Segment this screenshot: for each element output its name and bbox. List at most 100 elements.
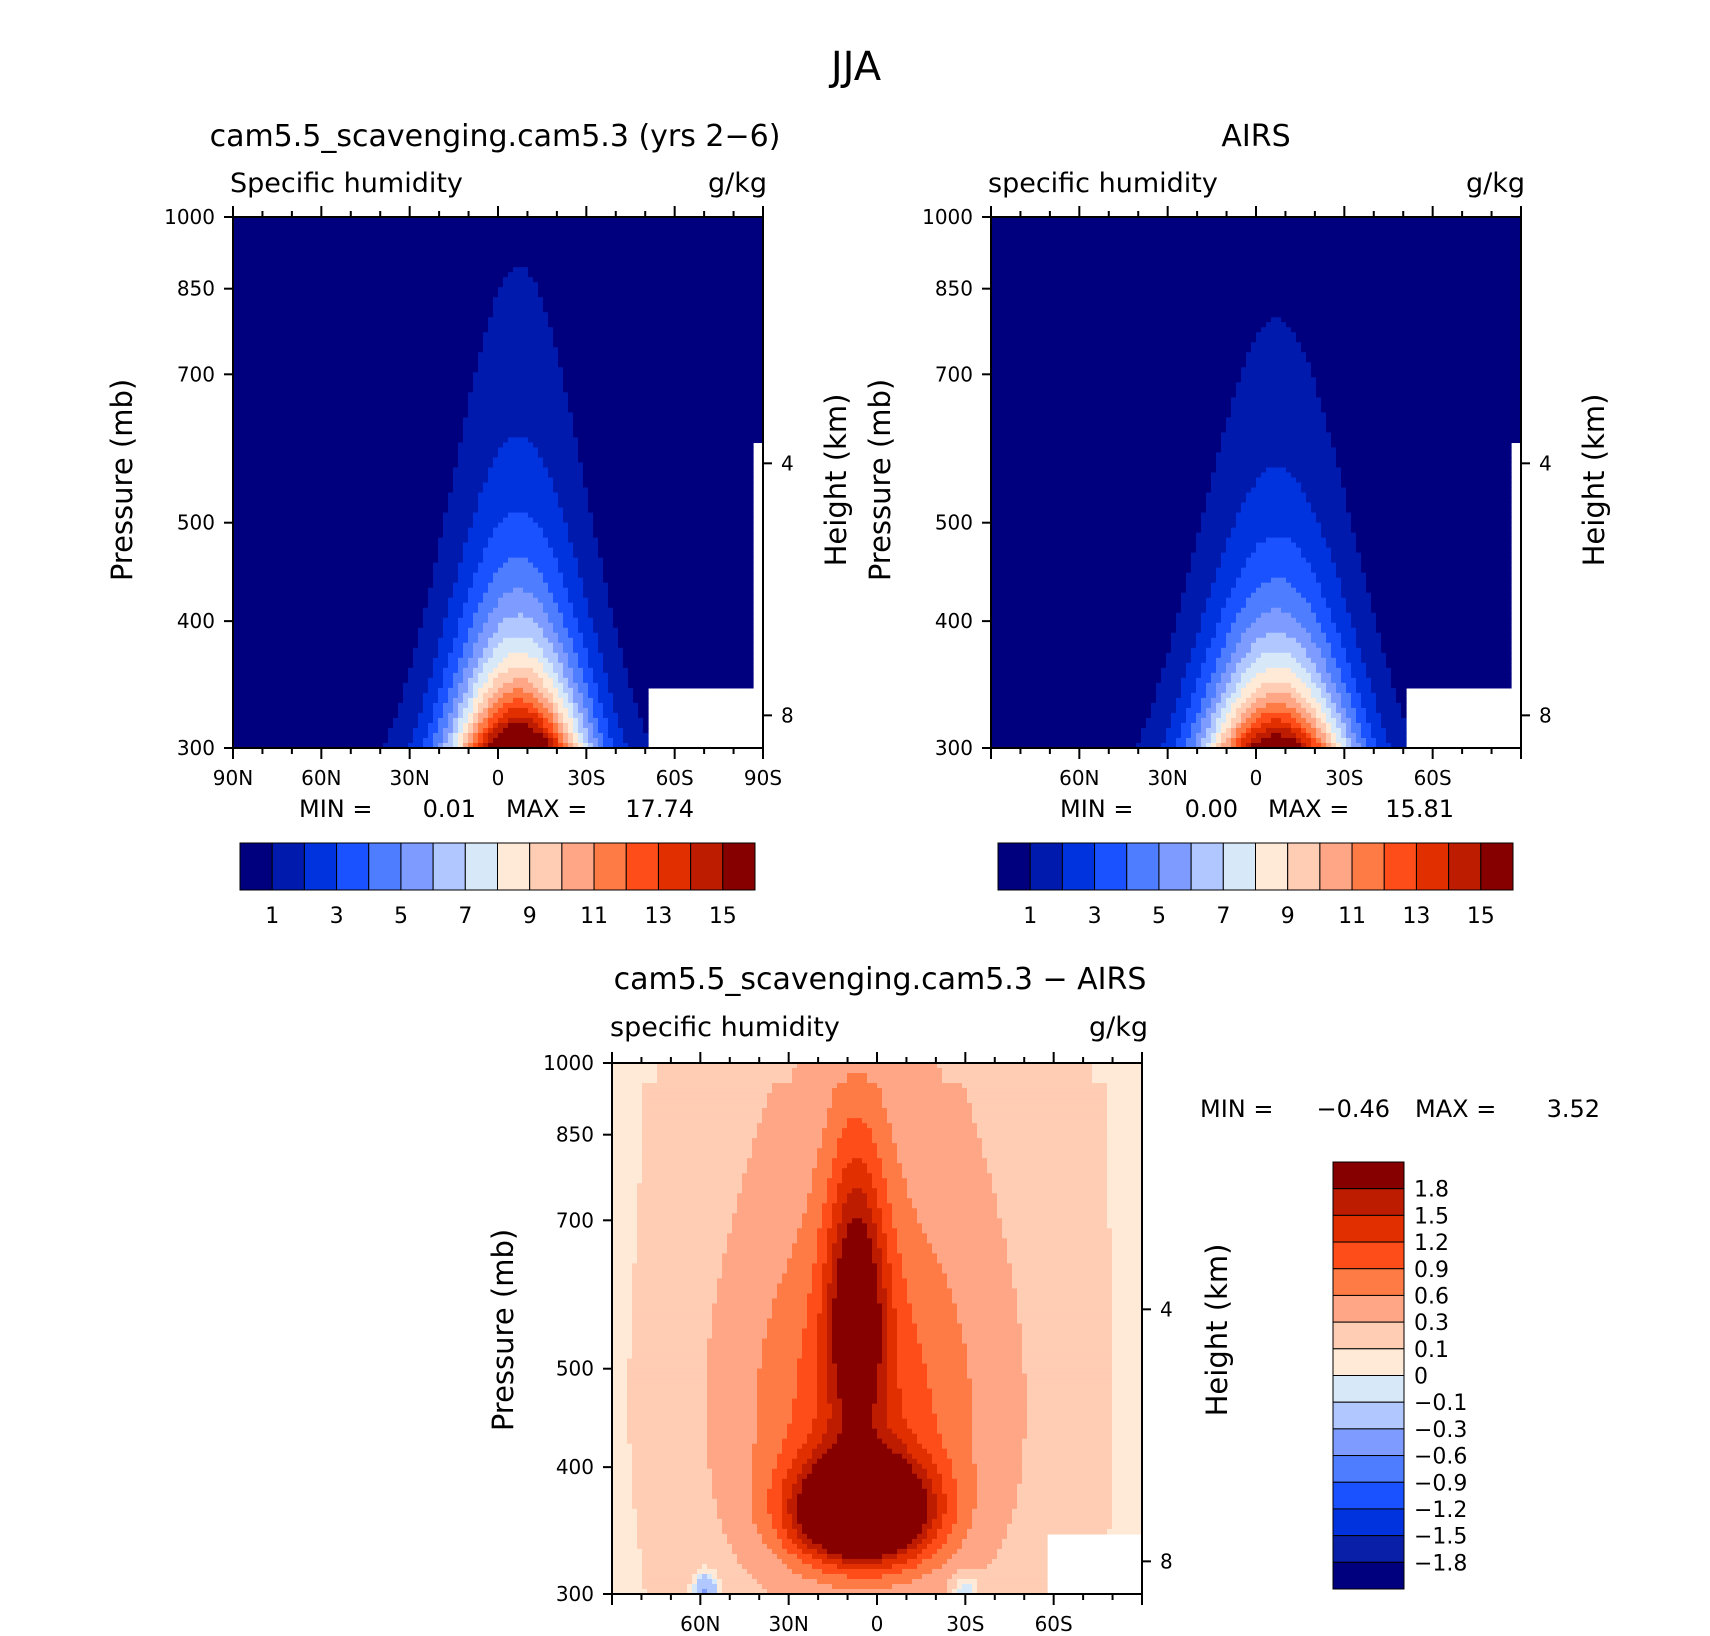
model-cell	[243, 392, 249, 398]
model-cell	[473, 442, 479, 449]
model-cell	[628, 342, 634, 348]
model-cell	[613, 287, 619, 293]
model-cell	[718, 227, 724, 233]
model-cell	[643, 432, 649, 439]
model-cell	[553, 397, 559, 403]
model-cell	[733, 447, 739, 454]
model-cell	[268, 232, 274, 238]
model-cell	[543, 407, 549, 413]
model-cell	[648, 257, 654, 263]
model-cell	[458, 292, 464, 298]
model-cell	[608, 267, 614, 273]
model-cell	[303, 337, 309, 343]
model-cell	[463, 312, 469, 318]
model-cell	[508, 377, 514, 383]
model-cell	[643, 422, 649, 428]
model-cell	[438, 217, 444, 223]
model-cell	[358, 367, 364, 373]
model-cell	[703, 437, 709, 444]
model-cell	[663, 367, 669, 373]
model-cell	[438, 437, 444, 444]
model-cell	[333, 247, 339, 253]
model-cell	[373, 332, 379, 338]
model-cell	[723, 372, 729, 378]
model-cell	[423, 332, 429, 338]
model-cell	[283, 242, 289, 248]
model-cell	[503, 217, 509, 223]
model-cell	[293, 432, 299, 439]
model-cell	[568, 327, 574, 333]
model-cell	[503, 447, 509, 454]
model-cell	[543, 232, 549, 238]
model-cell	[258, 402, 264, 408]
model-cell	[603, 327, 609, 333]
model-cell	[328, 327, 334, 333]
model-cell	[233, 377, 239, 383]
model-cell	[348, 347, 354, 353]
model-cell	[638, 437, 644, 444]
model-cell	[343, 392, 349, 398]
model-cell	[693, 252, 699, 258]
model-cell	[288, 307, 294, 313]
model-cell	[333, 232, 339, 238]
model-cell	[753, 307, 759, 313]
model-cell	[723, 222, 729, 228]
model-cell	[328, 362, 334, 368]
model-cell	[618, 277, 624, 283]
model-cell	[583, 317, 589, 323]
model-cell	[673, 322, 679, 328]
model-cell	[438, 447, 444, 454]
model-cell	[633, 312, 639, 318]
model-cell	[538, 387, 544, 393]
model-cell	[263, 282, 269, 288]
model-cell	[513, 432, 519, 439]
model-cell	[373, 372, 379, 378]
model-cell	[618, 217, 624, 223]
model-cell	[338, 342, 344, 348]
model-cell	[733, 382, 739, 388]
model-cell	[518, 302, 524, 308]
model-cell	[583, 282, 589, 288]
model-cell	[713, 267, 719, 273]
model-cell	[643, 232, 649, 238]
model-cell	[533, 382, 539, 388]
model-cell	[638, 397, 644, 403]
model-cell	[738, 367, 744, 373]
model-cell	[528, 437, 534, 444]
model-cell	[383, 407, 389, 413]
model-cell	[583, 342, 589, 348]
model-cell	[748, 257, 754, 263]
model-cell	[478, 302, 484, 308]
model-cell	[463, 377, 469, 383]
model-cell	[318, 267, 324, 273]
model-cell	[323, 222, 329, 228]
model-cell	[368, 367, 374, 373]
model-cell	[278, 442, 284, 449]
model-cell	[538, 292, 544, 298]
model-cell	[253, 427, 259, 434]
model-cell	[733, 312, 739, 318]
model-cell	[233, 232, 239, 238]
model-cell	[358, 352, 364, 358]
model-cell	[338, 242, 344, 248]
model-cell	[693, 222, 699, 228]
model-cell	[463, 297, 469, 303]
model-cell	[308, 432, 314, 439]
model-cell	[738, 327, 744, 333]
model-cell	[593, 367, 599, 373]
model-cell	[698, 247, 704, 253]
model-cell	[673, 342, 679, 348]
model-cell	[518, 272, 524, 278]
model-cell	[663, 417, 669, 423]
model-cell	[508, 247, 514, 253]
model-cell	[453, 272, 459, 278]
model-cell	[643, 402, 649, 408]
model-cell	[358, 302, 364, 308]
model-cell	[583, 237, 589, 243]
model-cell	[683, 402, 689, 408]
model-cell	[233, 342, 239, 348]
model-cell	[648, 327, 654, 333]
model-cell	[458, 337, 464, 343]
model-cell	[658, 312, 664, 318]
model-cell	[403, 307, 409, 313]
